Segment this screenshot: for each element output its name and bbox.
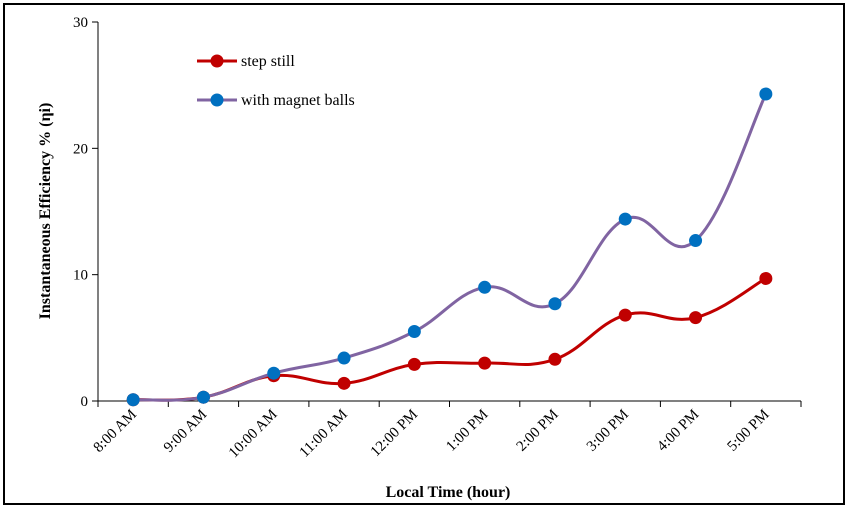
data-point [689,234,703,248]
data-point [548,297,562,311]
data-point [337,376,351,390]
data-point [759,87,773,101]
data-point [126,393,140,407]
legend: step still with magnet balls [197,53,355,109]
y-tick-label: 10 [73,268,88,284]
y-tick-label: 30 [73,15,88,31]
x-tick-label: 8:00 AM [91,407,140,456]
x-tick-label: 1:00 PM [443,407,491,455]
data-point [548,352,562,366]
y-tick-label: 20 [73,141,88,157]
data-point [196,390,210,404]
chart-frame [3,3,845,505]
data-point [478,280,492,294]
x-tick-label: 10:00 AM [226,407,281,462]
data-point [618,212,632,226]
series-layer [126,87,773,407]
data-point [689,311,703,325]
data-point [478,356,492,370]
series-step-still [126,271,773,407]
x-tick-label: 2:00 PM [514,407,562,455]
legend-marker [210,54,224,68]
series-with-magnet-balls [126,87,773,407]
x-tick-label: 11:00 AM [297,407,351,461]
data-point [337,351,351,365]
x-tick-label: 5:00 PM [725,407,773,455]
data-point [618,308,632,322]
legend-label: step still [241,53,295,70]
data-point [759,271,773,285]
legend-label: with magnet balls [241,92,355,109]
data-point [407,357,421,371]
x-tick-label: 4:00 PM [654,407,702,455]
x-axis-title: Local Time (hour) [386,484,511,501]
x-tick-label: 12:00 PM [368,407,421,460]
data-point [267,366,281,380]
legend-marker [210,93,224,107]
x-tick-label: 9:00 AM [161,407,210,456]
x-tick-label: 3:00 PM [584,407,632,455]
y-tick-label: 0 [81,394,89,410]
data-point [407,325,421,339]
y-axis-title: Instantaneous Efficiency % (ηi) [37,103,54,320]
series-line [133,93,768,402]
series-line [133,277,767,402]
